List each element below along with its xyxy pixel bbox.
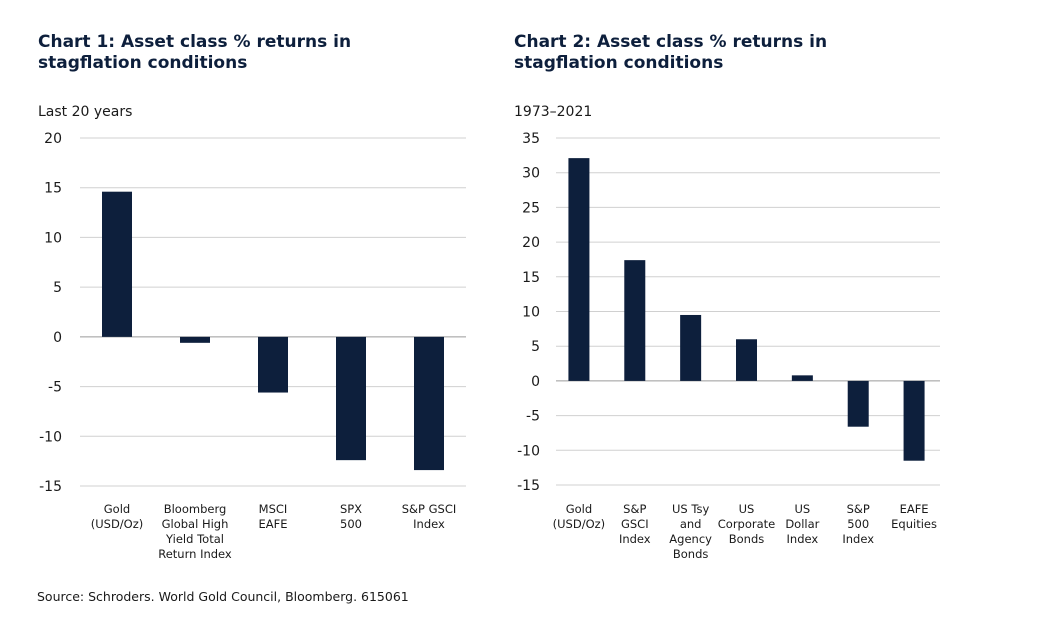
chart2-subtitle: 1973–2021	[514, 104, 593, 120]
chart2-y-tick-label: 5	[531, 339, 540, 355]
chart2-y-tick-label: 0	[531, 374, 540, 390]
chart1-bar	[102, 191, 132, 337]
chart2-bar	[736, 339, 757, 381]
chart2-category-label: EAFE Equities	[891, 502, 937, 531]
chart1-category-label: MSCI EAFE	[258, 502, 287, 531]
chart2-bar	[847, 380, 869, 427]
chart2-y-tick-label: 30	[522, 166, 540, 182]
chart1-y-tick-label: 15	[44, 181, 62, 197]
chart2-bar	[624, 260, 646, 381]
chart1-bar	[180, 336, 210, 343]
chart2-y-tick-label: -5	[526, 409, 540, 425]
chart1-y-tick-label: 5	[53, 280, 62, 296]
chart2-category-label: US Corporate Bonds	[718, 502, 776, 546]
chart2-bar	[680, 314, 702, 381]
source-note: Source: Schroders. World Gold Council, B…	[37, 589, 409, 604]
chart1-y-tick-label: 20	[44, 131, 62, 147]
chart1-y-tick-label: 10	[44, 230, 62, 246]
chart2-bar	[568, 158, 590, 381]
chart1-category-label: SPX 500	[340, 502, 362, 531]
chart2-category-label: S&P 500 Index	[842, 502, 874, 546]
chart2-y-tick-label: -10	[517, 443, 540, 459]
chart2-y-tick-label: 25	[522, 200, 540, 216]
chart1-y-tick-label: -15	[39, 479, 62, 495]
chart1-category-label: Gold (USD/Oz)	[91, 502, 144, 531]
chart2-y-tick-label: 10	[522, 305, 540, 321]
chart2-category-label: S&P GSCI Index	[619, 502, 651, 546]
chart1-category-label: S&P GSCI Index	[402, 502, 457, 531]
chart1-subtitle: Last 20 years	[38, 104, 133, 120]
chart1-y-tick-label: -5	[48, 380, 62, 396]
chart2-y-tick-label: 20	[522, 235, 540, 251]
chart1-bar	[336, 336, 366, 461]
chart1-y-tick-label: 0	[53, 330, 62, 346]
chart2-category-label: Gold (USD/Oz)	[553, 502, 606, 531]
chart2-bar	[903, 380, 925, 461]
chart1-bar	[258, 336, 288, 393]
chart2-y-tick-label: 35	[522, 131, 540, 147]
chart2-y-tick-label: -15	[517, 478, 540, 494]
chart1-category-label: Bloomberg Global High Yield Total Return In…	[158, 502, 232, 561]
chart1-title: Chart 1: Asset class % returns in stagfl…	[38, 32, 352, 73]
chart2-category-label: US Dollar Index	[785, 502, 819, 546]
chart2-category-label: US Tsy and Agency Bonds	[669, 502, 712, 561]
chart1-bar	[414, 336, 444, 471]
chart2-title: Chart 2: Asset class % returns in stagfl…	[514, 32, 828, 73]
chart2-y-tick-label: 15	[522, 270, 540, 286]
chart2-bar	[791, 375, 813, 381]
chart1-y-tick-label: -10	[39, 429, 62, 445]
